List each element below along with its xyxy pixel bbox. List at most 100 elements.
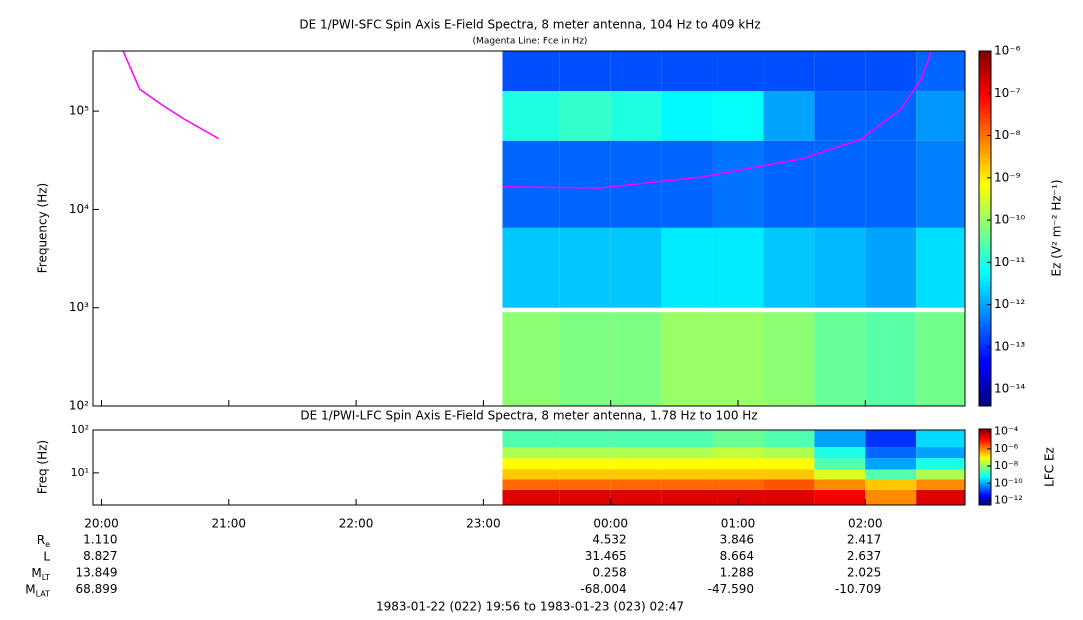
heatmap-cell bbox=[763, 430, 815, 448]
heatmap-cell bbox=[865, 479, 917, 490]
colorbar-step bbox=[979, 487, 991, 490]
plot-frame bbox=[92, 429, 966, 506]
heatmap-cell bbox=[502, 312, 560, 406]
colorbar-step bbox=[979, 438, 991, 440]
x-tick-label: 02:00 bbox=[848, 517, 883, 531]
colorbar-step bbox=[979, 166, 991, 172]
heatmap-cell bbox=[916, 91, 965, 141]
heatmap-cell bbox=[610, 227, 662, 308]
colorbar-step bbox=[979, 441, 991, 443]
heatmap-cell bbox=[763, 312, 815, 406]
heatmap-cell bbox=[661, 430, 713, 448]
heatmap-cell bbox=[763, 447, 815, 459]
y-tick-label: 10¹ bbox=[71, 466, 89, 479]
colorbar-step bbox=[979, 197, 991, 203]
colorbar-step bbox=[979, 466, 991, 468]
y-tick-label: 10⁴ bbox=[69, 202, 89, 216]
chart-title: DE 1/PWI-SFC Spin Axis E-Field Spectra, … bbox=[299, 18, 760, 32]
colorbar-step bbox=[979, 193, 991, 198]
colorbar-step bbox=[979, 451, 991, 454]
heatmap-cell bbox=[502, 489, 560, 505]
colorbar-step bbox=[979, 104, 991, 110]
colorbar-step bbox=[979, 462, 991, 464]
colorbar-step bbox=[979, 295, 991, 300]
ephemeris-label-main: M bbox=[25, 582, 35, 596]
colorbar-step bbox=[979, 108, 991, 114]
colorbar-step bbox=[979, 343, 991, 349]
heatmap-cell bbox=[610, 51, 662, 92]
ephemeris-value: 3.846 bbox=[720, 533, 754, 547]
ephemeris-value: 8.827 bbox=[83, 549, 117, 563]
colorbar-step bbox=[979, 477, 991, 479]
heatmap-cell bbox=[712, 51, 764, 92]
heatmap-cell bbox=[661, 469, 713, 480]
heatmap-cell bbox=[814, 227, 866, 308]
colorbar-step bbox=[979, 452, 991, 455]
heatmap-cell bbox=[865, 430, 917, 448]
heatmap-cell bbox=[763, 479, 815, 490]
colorbar-tick-label: 10⁻⁶ bbox=[994, 442, 1019, 455]
heatmap-cell bbox=[814, 140, 866, 228]
colorbar-step bbox=[979, 303, 991, 309]
colorbar-step bbox=[979, 444, 991, 446]
heatmap-cell bbox=[559, 447, 611, 459]
heatmap-cell bbox=[661, 140, 713, 228]
ephemeris-label: L bbox=[43, 549, 50, 563]
heatmap-cell bbox=[916, 312, 965, 406]
colorbar-step bbox=[979, 184, 991, 190]
colorbar-step bbox=[979, 431, 991, 434]
colorbar-step bbox=[979, 392, 991, 398]
colorbar-tick-label: 10⁻¹¹ bbox=[994, 255, 1025, 269]
heatmap-cell bbox=[763, 489, 815, 505]
ephemeris-value: -47.590 bbox=[708, 582, 754, 596]
x-tick-label: 21:00 bbox=[211, 517, 246, 531]
colorbar-step bbox=[979, 476, 991, 478]
colorbar-step bbox=[979, 388, 991, 394]
colorbar-step bbox=[979, 321, 991, 327]
colorbar-step bbox=[979, 126, 991, 132]
ephemeris-value: 4.532 bbox=[592, 533, 626, 547]
heatmap-cell bbox=[763, 91, 815, 141]
colorbar-step bbox=[979, 446, 991, 448]
colorbar-step bbox=[979, 448, 991, 451]
ephemeris-label: Re bbox=[37, 533, 50, 549]
colorbar-step bbox=[979, 153, 991, 158]
colorbar-step bbox=[979, 468, 991, 471]
colorbar-step bbox=[979, 483, 991, 485]
colorbar-step bbox=[979, 330, 991, 336]
heatmap-cell bbox=[559, 140, 611, 228]
heatmap-cell bbox=[916, 227, 965, 308]
colorbar-step bbox=[979, 499, 991, 501]
colorbar-step bbox=[979, 348, 991, 354]
colorbar-label: Ez (V² m⁻² Hz⁻¹) bbox=[1050, 179, 1064, 276]
colorbar-step bbox=[979, 430, 991, 433]
colorbar-tick-label: 10⁻¹² bbox=[994, 297, 1025, 311]
heatmap-cell bbox=[814, 479, 866, 490]
colorbar-step bbox=[979, 246, 991, 252]
colorbar-step bbox=[979, 130, 991, 136]
colorbar-tick-label: 10⁻¹⁰ bbox=[994, 476, 1023, 489]
heatmap-cell bbox=[559, 479, 611, 490]
colorbar-step bbox=[979, 268, 991, 274]
colorbar-step bbox=[979, 157, 991, 163]
colorbar-tick-label: 10⁻¹⁰ bbox=[994, 213, 1025, 227]
colorbar-step bbox=[979, 312, 991, 318]
colorbar-step bbox=[979, 503, 991, 505]
colorbar-step bbox=[979, 464, 991, 466]
colorbar-step bbox=[979, 281, 991, 287]
heatmap-cell bbox=[712, 227, 764, 308]
colorbar-step bbox=[979, 90, 991, 96]
heatmap-cell bbox=[916, 458, 965, 470]
colorbar-step bbox=[979, 86, 991, 92]
colorbar-step bbox=[979, 250, 991, 256]
heatmap-cell bbox=[814, 91, 866, 141]
ephemeris-value: 2.025 bbox=[847, 566, 881, 580]
colorbar-step bbox=[979, 379, 991, 385]
colorbar-step bbox=[979, 259, 991, 265]
colorbar-step bbox=[979, 215, 991, 221]
ephemeris-label-main: R bbox=[37, 533, 45, 547]
colorbar-step bbox=[979, 277, 991, 283]
heatmap-cell bbox=[559, 91, 611, 141]
heatmap-cell bbox=[865, 51, 917, 92]
colorbar-step bbox=[979, 501, 991, 503]
